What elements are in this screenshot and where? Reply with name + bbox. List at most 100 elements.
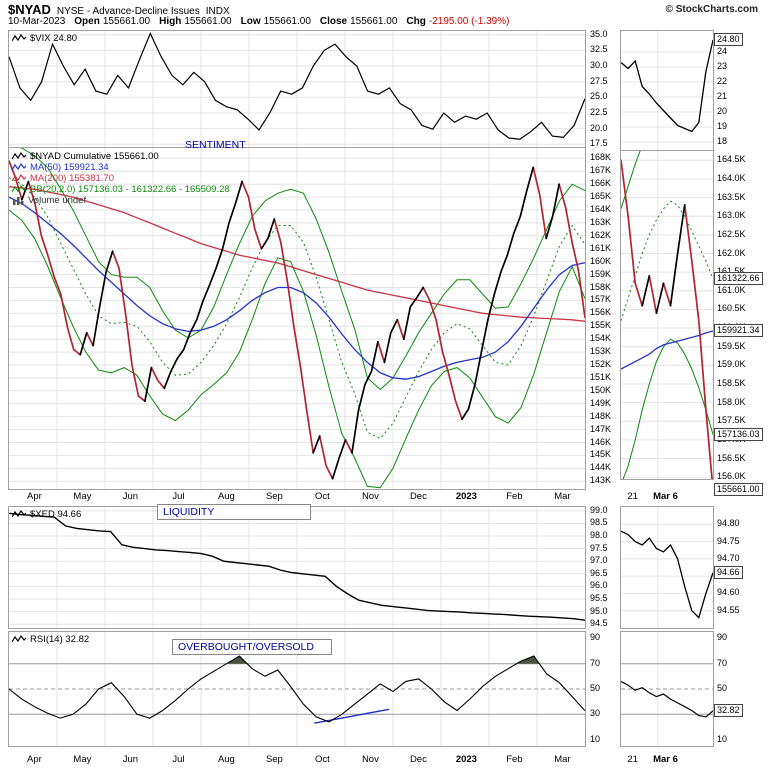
y-tick-label: 157K [590,294,612,305]
y-tick-label: 153K [590,346,612,357]
y-tick-label: 162.5K [717,228,746,239]
line-icon-bb [12,185,26,193]
nyad-zoom-chart [620,150,714,480]
y-tick-label: 150K [590,384,612,395]
x-axis-month-label: Aug [217,754,235,765]
y-tick-label: 151K [590,371,612,382]
y-tick-label: 17.5 [590,138,608,149]
vix-chart [8,30,586,149]
vix-legend-label: $VIX 24.80 [30,33,78,44]
y-tick-label: 145K [590,449,612,460]
y-tick-label: 70 [717,657,728,668]
y-tick-label: 143K [590,475,612,486]
y-tick-label: 149K [590,397,612,408]
nyad-chart [8,147,586,490]
y-tick-label: 94.60 [717,587,740,598]
nyad-legend-bb: BB(20,2.0) 157136.03 - 161322.66 - 16550… [12,184,230,195]
y-tick-label: 20 [717,106,728,116]
line-icon-ma50 [12,163,26,171]
y-tick-label: 166K [590,178,612,189]
x-axis-months-bottom: Apr May Jun Jul Aug Sep Oct Nov Dec 2023 Feb Mar 21 M… [0,754,770,766]
y-tick-label: 158K [590,281,612,292]
x-axis-date-label: Mar 6 [653,754,678,765]
y-tick-label: 164K [590,204,612,214]
line-icon-vix [12,34,26,42]
change-value: -2195.00 (-1.39%) [428,16,510,27]
x-axis-month-label: Apr [26,754,42,765]
x-axis-month-label: Sep [265,491,283,502]
x-axis-month-label: 2023 [455,491,477,502]
y-tick-label: 165K [590,191,612,202]
nyad-legend-ma200: MA(200) 155381.70 [12,173,114,184]
y-tick-label: 162K [590,229,612,240]
y-tick-label: 27.5 [590,75,608,86]
y-tick-label: 96.5 [590,567,608,578]
y-tick-label: 90 [717,632,728,643]
rsi-legend-label: RSI(14) 32.82 [30,634,90,645]
x-axis-month-label: Dec [409,491,427,502]
price-badge: 32.82 [714,703,743,717]
price-badge: 155661.00 [714,482,763,496]
y-tick-label: 98.5 [590,517,608,528]
y-tick-label: 30.0 [590,60,608,70]
vix-zoom-chart [620,30,714,152]
y-tick-label: 161.5K [717,266,746,276]
symbol: $NYAD [8,2,51,17]
y-tick-label: 155K [590,320,612,331]
y-tick-label: 30 [590,708,601,719]
close-field: Close 155661.00 [319,16,398,27]
y-tick-label: 94.80 [717,518,740,529]
y-tick-label: 98.0 [590,530,608,540]
y-axis-nyad: 168K 167K 166K 165K 164K 163K 162K 161K 160K 159K… [587,147,633,488]
x-axis-month-label: Jul [172,754,185,765]
x-axis-months: Apr May Jun Jul Aug Sep Oct Nov Dec 2023 Feb Mar 21 M… [0,491,770,503]
x-axis-date-label: 21 [627,491,638,502]
y-axis-vix: 35.0 32.5 30.0 27.5 25.0 22.5 20.0 17.5 [587,29,633,149]
y-tick-label: 10 [717,733,728,744]
y-tick-label: 18 [717,136,728,146]
x-axis-month-label: Sep [265,754,283,765]
open-field: Open 155661.00 [74,16,151,27]
x-axis-month-label: Nov [361,754,379,765]
y-tick-label: 10 [590,733,601,744]
y-tick-label: 23 [717,61,728,71]
y-tick-label: 159.5K [717,340,746,351]
y-tick-label: 32.5 [590,44,608,55]
y-tick-label: 167K [590,165,612,176]
x-axis-month-label: Mar [554,491,571,502]
y-tick-label: 94.70 [717,552,740,563]
y-tick-label: 163K [590,216,612,227]
y-axis-xed: 99.0 98.5 98.0 97.5 97.0 96.5 96.0 95.5 95.0 94.5 [587,505,633,628]
y-axis-nyad-zoom: 164.5K 164.0K 163.5K 163.0K 162.5K 162.0K 161.… [714,150,768,496]
y-tick-label: 161K [590,242,612,253]
nyad-legend-price: $NYAD Cumulative 155661.00 [12,151,159,162]
exchange-label: INDX [205,6,230,17]
copyright: © StockCharts.com [665,4,758,15]
y-tick-label: 164.0K [717,173,746,183]
line-icon-xed [12,510,26,518]
line-icon-rsi [12,635,26,643]
sentiment-label: SENTIMENT [185,139,246,151]
y-tick-label: 152K [590,359,612,369]
xed-chart [8,506,586,629]
x-axis-month-label: Nov [361,491,379,502]
low-field: Low 155661.00 [240,16,311,27]
y-axis-vix-zoom: 24 23 22 21 20 19 18 24.80 [714,30,768,150]
y-tick-label: 19 [717,121,728,131]
y-tick-label: 156.5K [717,452,746,463]
vix-legend: $VIX 24.80 [12,33,77,44]
y-tick-label: 147K [590,423,612,434]
price-badge: 94.66 [714,565,743,579]
xed-legend-label: $XED 94.66 [30,509,82,520]
y-tick-label: 96.0 [590,580,608,591]
y-tick-label: 154K [590,333,612,344]
y-tick-label: 162.0K [717,247,746,258]
y-tick-label: 90 [590,632,601,643]
y-tick-label: 146K [590,436,612,447]
change-field: Chg -2195.00 (-1.39%) [406,16,510,27]
price-badge: 24.80 [714,33,743,46]
rsi-zoom-chart [620,631,714,747]
x-axis-month-label: Oct [315,754,330,765]
y-tick-label: 168K [590,152,612,163]
x-axis-month-label: Oct [315,491,330,502]
